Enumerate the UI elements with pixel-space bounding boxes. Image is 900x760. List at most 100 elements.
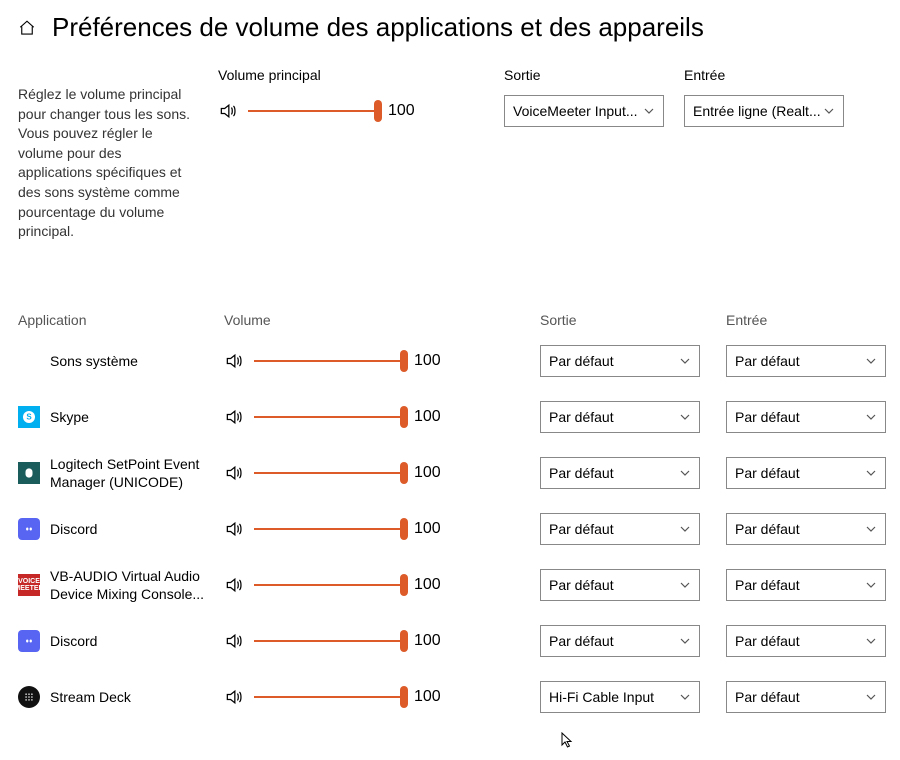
app-output-dropdown[interactable]: Par défaut — [540, 569, 700, 601]
app-input-dropdown[interactable]: Par défaut — [726, 345, 886, 377]
master-volume-slider[interactable] — [248, 102, 378, 120]
app-volume-value: 100 — [414, 632, 450, 650]
chevron-down-icon — [865, 411, 877, 423]
app-volume-value: 100 — [414, 464, 450, 482]
app-name: Discord — [50, 520, 97, 538]
app-input-selected: Par défaut — [735, 353, 800, 369]
discord-icon — [18, 518, 40, 540]
app-volume-slider[interactable] — [254, 576, 404, 594]
speaker-icon[interactable] — [224, 519, 244, 539]
app-output-selected: Par défaut — [549, 577, 614, 593]
chevron-down-icon — [679, 635, 691, 647]
app-volume-value: 100 — [414, 576, 450, 594]
speaker-icon[interactable] — [224, 575, 244, 595]
speaker-icon[interactable] — [224, 631, 244, 651]
home-icon[interactable] — [18, 19, 36, 37]
app-input-dropdown[interactable]: Par défaut — [726, 457, 886, 489]
app-output-dropdown[interactable]: Par défaut — [540, 345, 700, 377]
app-volume-value: 100 — [414, 688, 450, 706]
speaker-icon[interactable] — [224, 407, 244, 427]
app-volume-value: 100 — [414, 352, 450, 370]
col-header-output: Sortie — [540, 312, 710, 328]
app-volume-slider[interactable] — [254, 632, 404, 650]
vbaudio-icon: VOICEMEETER — [18, 574, 40, 596]
app-volume-value: 100 — [414, 520, 450, 538]
output-device-dropdown[interactable]: VoiceMeeter Input... — [504, 95, 664, 127]
app-output-selected: Par défaut — [549, 633, 614, 649]
chevron-down-icon — [679, 467, 691, 479]
app-volume-slider[interactable] — [254, 408, 404, 426]
app-row: Discord 100 Par défaut Par défaut — [18, 506, 882, 552]
app-name: Logitech SetPoint Event Manager (UNICODE… — [50, 455, 208, 491]
svg-text:S: S — [26, 412, 32, 421]
speaker-icon[interactable] — [224, 687, 244, 707]
chevron-down-icon — [865, 635, 877, 647]
chevron-down-icon — [865, 523, 877, 535]
app-output-selected: Par défaut — [549, 521, 614, 537]
col-header-input: Entrée — [726, 312, 896, 328]
app-input-dropdown[interactable]: Par défaut — [726, 401, 886, 433]
output-label: Sortie — [504, 67, 664, 83]
app-input-dropdown[interactable]: Par défaut — [726, 681, 886, 713]
chevron-down-icon — [679, 691, 691, 703]
app-row: VOICEMEETER VB-AUDIO Virtual Audio Device… — [18, 562, 882, 608]
master-volume-value: 100 — [388, 102, 424, 120]
app-output-dropdown[interactable]: Par défaut — [540, 513, 700, 545]
app-output-dropdown[interactable]: Par défaut — [540, 457, 700, 489]
app-input-selected: Par défaut — [735, 633, 800, 649]
chevron-down-icon — [679, 355, 691, 367]
speaker-icon[interactable] — [218, 101, 238, 121]
logitech-icon — [18, 462, 40, 484]
app-name: VB-AUDIO Virtual Audio Device Mixing Con… — [50, 567, 208, 603]
chevron-down-icon — [823, 105, 835, 117]
app-output-selected: Par défaut — [549, 409, 614, 425]
app-name: Skype — [50, 408, 89, 426]
app-input-selected: Par défaut — [735, 409, 800, 425]
chevron-down-icon — [679, 579, 691, 591]
page-title: Préférences de volume des applications e… — [52, 12, 704, 43]
mouse-cursor — [560, 732, 576, 748]
app-volume-slider[interactable] — [254, 464, 404, 482]
app-output-dropdown[interactable]: Par défaut — [540, 401, 700, 433]
input-device-dropdown[interactable]: Entrée ligne (Realt... — [684, 95, 844, 127]
app-icon-blank — [18, 350, 40, 372]
discord-icon — [18, 630, 40, 652]
chevron-down-icon — [865, 467, 877, 479]
input-device-selected: Entrée ligne (Realt... — [693, 103, 821, 119]
app-output-selected: Hi-Fi Cable Input — [549, 689, 654, 705]
col-header-volume: Volume — [224, 312, 524, 328]
app-input-selected: Par défaut — [735, 465, 800, 481]
app-row: Sons système 100 Par défaut Par défaut — [18, 338, 882, 384]
input-label: Entrée — [684, 67, 844, 83]
app-row: S Skype 100 Par défaut Par défaut — [18, 394, 882, 440]
master-volume-label: Volume principal — [218, 67, 424, 83]
app-row: Logitech SetPoint Event Manager (UNICODE… — [18, 450, 882, 496]
chevron-down-icon — [865, 355, 877, 367]
app-output-dropdown[interactable]: Par défaut — [540, 625, 700, 657]
col-header-application: Application — [18, 312, 208, 328]
app-name: Sons système — [50, 352, 138, 370]
chevron-down-icon — [865, 579, 877, 591]
app-volume-value: 100 — [414, 408, 450, 426]
app-name: Discord — [50, 632, 97, 650]
app-input-dropdown[interactable]: Par défaut — [726, 513, 886, 545]
app-volume-slider[interactable] — [254, 520, 404, 538]
app-row: Stream Deck 100 Hi-Fi Cable Input Par défau… — [18, 674, 882, 720]
chevron-down-icon — [679, 523, 691, 535]
chevron-down-icon — [643, 105, 655, 117]
speaker-icon[interactable] — [224, 463, 244, 483]
app-volume-slider[interactable] — [254, 688, 404, 706]
app-name: Stream Deck — [50, 688, 131, 706]
app-volume-slider[interactable] — [254, 352, 404, 370]
chevron-down-icon — [865, 691, 877, 703]
app-input-selected: Par défaut — [735, 521, 800, 537]
chevron-down-icon — [679, 411, 691, 423]
app-input-dropdown[interactable]: Par défaut — [726, 569, 886, 601]
app-output-dropdown[interactable]: Hi-Fi Cable Input — [540, 681, 700, 713]
streamdeck-icon — [18, 686, 40, 708]
description-text: Réglez le volume principal pour changer … — [18, 67, 198, 242]
app-output-selected: Par défaut — [549, 465, 614, 481]
app-input-dropdown[interactable]: Par défaut — [726, 625, 886, 657]
speaker-icon[interactable] — [224, 351, 244, 371]
app-input-selected: Par défaut — [735, 689, 800, 705]
